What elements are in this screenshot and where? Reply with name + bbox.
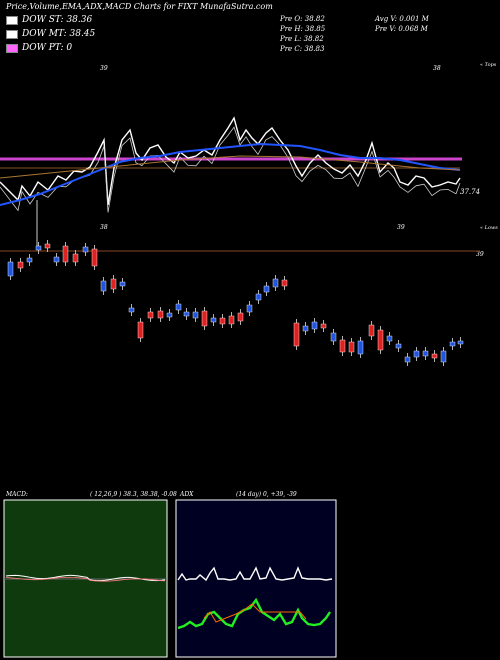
candle-body-28 [263,285,270,293]
right-tops-label: « Tops [480,62,497,68]
candle-body-20 [192,311,199,319]
candle-body-16 [157,310,164,319]
legend-dow-pt: DOW PT: 0 [6,43,72,53]
candle-body-23 [219,317,226,325]
candle-body-21 [201,310,208,327]
adx-line [177,566,333,582]
candle-body-0 [7,261,14,277]
candle-body-14 [137,321,144,339]
ema-slow-line [0,126,461,213]
candle-body-42 [395,343,402,349]
candle-body-22 [210,317,217,323]
candle-body-32 [302,325,309,332]
candle-body-19 [183,311,190,317]
lower-marker-2: 39 [397,224,405,231]
adx-plus-di-line [177,597,331,630]
candle-body-10 [100,280,107,292]
legend-swatch-mt [6,29,18,39]
candle-body-46 [431,353,438,359]
candle-body-7 [72,253,79,263]
candle-body-8 [82,246,89,253]
price-label: 37.74 [460,188,480,196]
right-lows-label: « Lows [480,225,498,231]
candle-body-38 [357,340,364,355]
candle-body-35 [330,332,337,342]
lower-marker-1: 38 [100,224,108,231]
candle-body-43 [404,356,411,363]
candle-body-9 [91,248,98,267]
candle-body-33 [311,321,318,330]
ohlc-open: Pre O: 38.82 [280,15,325,23]
pre-volume: Pre V: 0.068 M [375,25,428,33]
candle-body-45 [422,350,429,357]
avg-volume: Avg V: 0.001 M [375,15,429,23]
ohlc-low: Pre L: 38.82 [280,35,324,43]
candle-body-36 [339,339,346,353]
candle-body-13 [128,307,135,313]
ohlc-high: Pre H: 38.85 [280,25,326,33]
legend-swatch-st [6,15,18,25]
legend-label-pt: DOW PT: 0 [22,43,73,53]
lows-line-label: 39 [476,251,484,258]
chart-title: Price,Volume,EMA,ADX,MACD Charts for FIX… [6,2,273,11]
candle-body-4 [44,243,51,249]
candle-body-24 [228,315,235,325]
candle-body-27 [255,293,262,301]
ema-mid-line [0,155,461,179]
candle-body-15 [147,311,154,319]
candle-body-1 [17,261,24,269]
legend-dow-st: DOW ST: 38.36 [6,15,92,25]
candle-body-3 [35,245,42,251]
legend-label-st: DOW ST: 38.36 [22,15,93,25]
candle-body-6 [62,245,69,263]
candle-body-47 [440,350,447,363]
candle-body-2 [26,257,33,263]
candle-body-12 [119,281,126,287]
candle-body-49 [457,340,464,345]
candle-body-40 [377,329,384,351]
candle-body-25 [237,312,244,322]
adx-label: ADX [179,491,194,498]
candle-body-44 [413,350,420,358]
price-line [0,116,461,206]
candle-body-39 [368,324,375,337]
macd-label: MACD: [5,491,28,498]
legend-swatch-pt [6,43,18,53]
candle-body-17 [166,312,173,318]
top-marker-1: 39 [100,65,108,72]
ema-fast-line [0,142,461,206]
candle-body-48 [449,341,456,347]
ohlc-close: Pre C: 38.83 [280,45,325,53]
candle-body-29 [272,278,279,288]
legend-label-mt: DOW MT: 38.45 [22,29,96,39]
candle-body-11 [110,278,117,290]
candle-body-34 [320,323,327,329]
macd-params: ( 12,26,9 ) 38.3, 38.38, -0.08 [90,491,177,498]
macd-signal-line [5,576,166,582]
adx-minus-di-line [203,603,307,623]
candle-body-41 [386,335,393,342]
adx-params: (14 day) 0, +39, -39 [236,491,297,498]
candle-body-37 [348,341,355,353]
top-marker-2: 38 [433,65,441,72]
candle-body-26 [246,304,253,313]
legend-dow-mt: DOW MT: 38.45 [6,29,95,39]
candle-body-30 [281,279,288,287]
candle-body-31 [293,322,300,347]
candle-body-5 [53,256,60,263]
candle-body-18 [175,303,182,311]
